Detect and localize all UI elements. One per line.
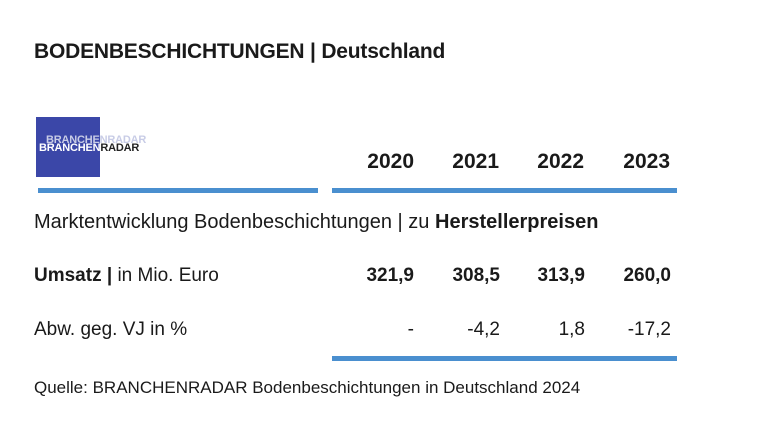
- divider-left-top: [38, 188, 318, 193]
- table-cell: 313,9: [537, 265, 585, 286]
- year-header-2022: 2022: [537, 150, 584, 173]
- table-cell: 260,0: [623, 265, 671, 286]
- year-header-2023: 2023: [623, 150, 670, 173]
- year-header-2021: 2021: [452, 150, 499, 173]
- table-cell: 308,5: [452, 265, 500, 286]
- divider-right-bottom: [332, 356, 677, 361]
- table-cell: -: [407, 319, 414, 340]
- table-cell: -17,2: [627, 319, 671, 340]
- divider-right-top: [332, 188, 677, 193]
- table-cell: -4,2: [467, 319, 500, 340]
- row-label-umsatz: Umsatz | in Mio. Euro: [34, 265, 219, 286]
- branchenradar-logo: [36, 117, 100, 177]
- source-note: Quelle: BRANCHENRADAR Bodenbeschichtunge…: [34, 378, 581, 397]
- row-label-abweichung: Abw. geg. VJ in %: [34, 319, 188, 340]
- year-header-2020: 2020: [367, 150, 414, 173]
- logo-text: BRANCHENRADAR: [39, 142, 140, 154]
- logo-shadow-text: BRANCHENRADAR: [46, 134, 147, 146]
- table-cell: 1,8: [558, 319, 585, 340]
- page-title: BODENBESCHICHTUNGEN | Deutschland: [34, 40, 446, 63]
- table-subtitle: Marktentwicklung Bodenbeschichtungen | z…: [34, 211, 599, 233]
- table-cell: 321,9: [366, 265, 414, 286]
